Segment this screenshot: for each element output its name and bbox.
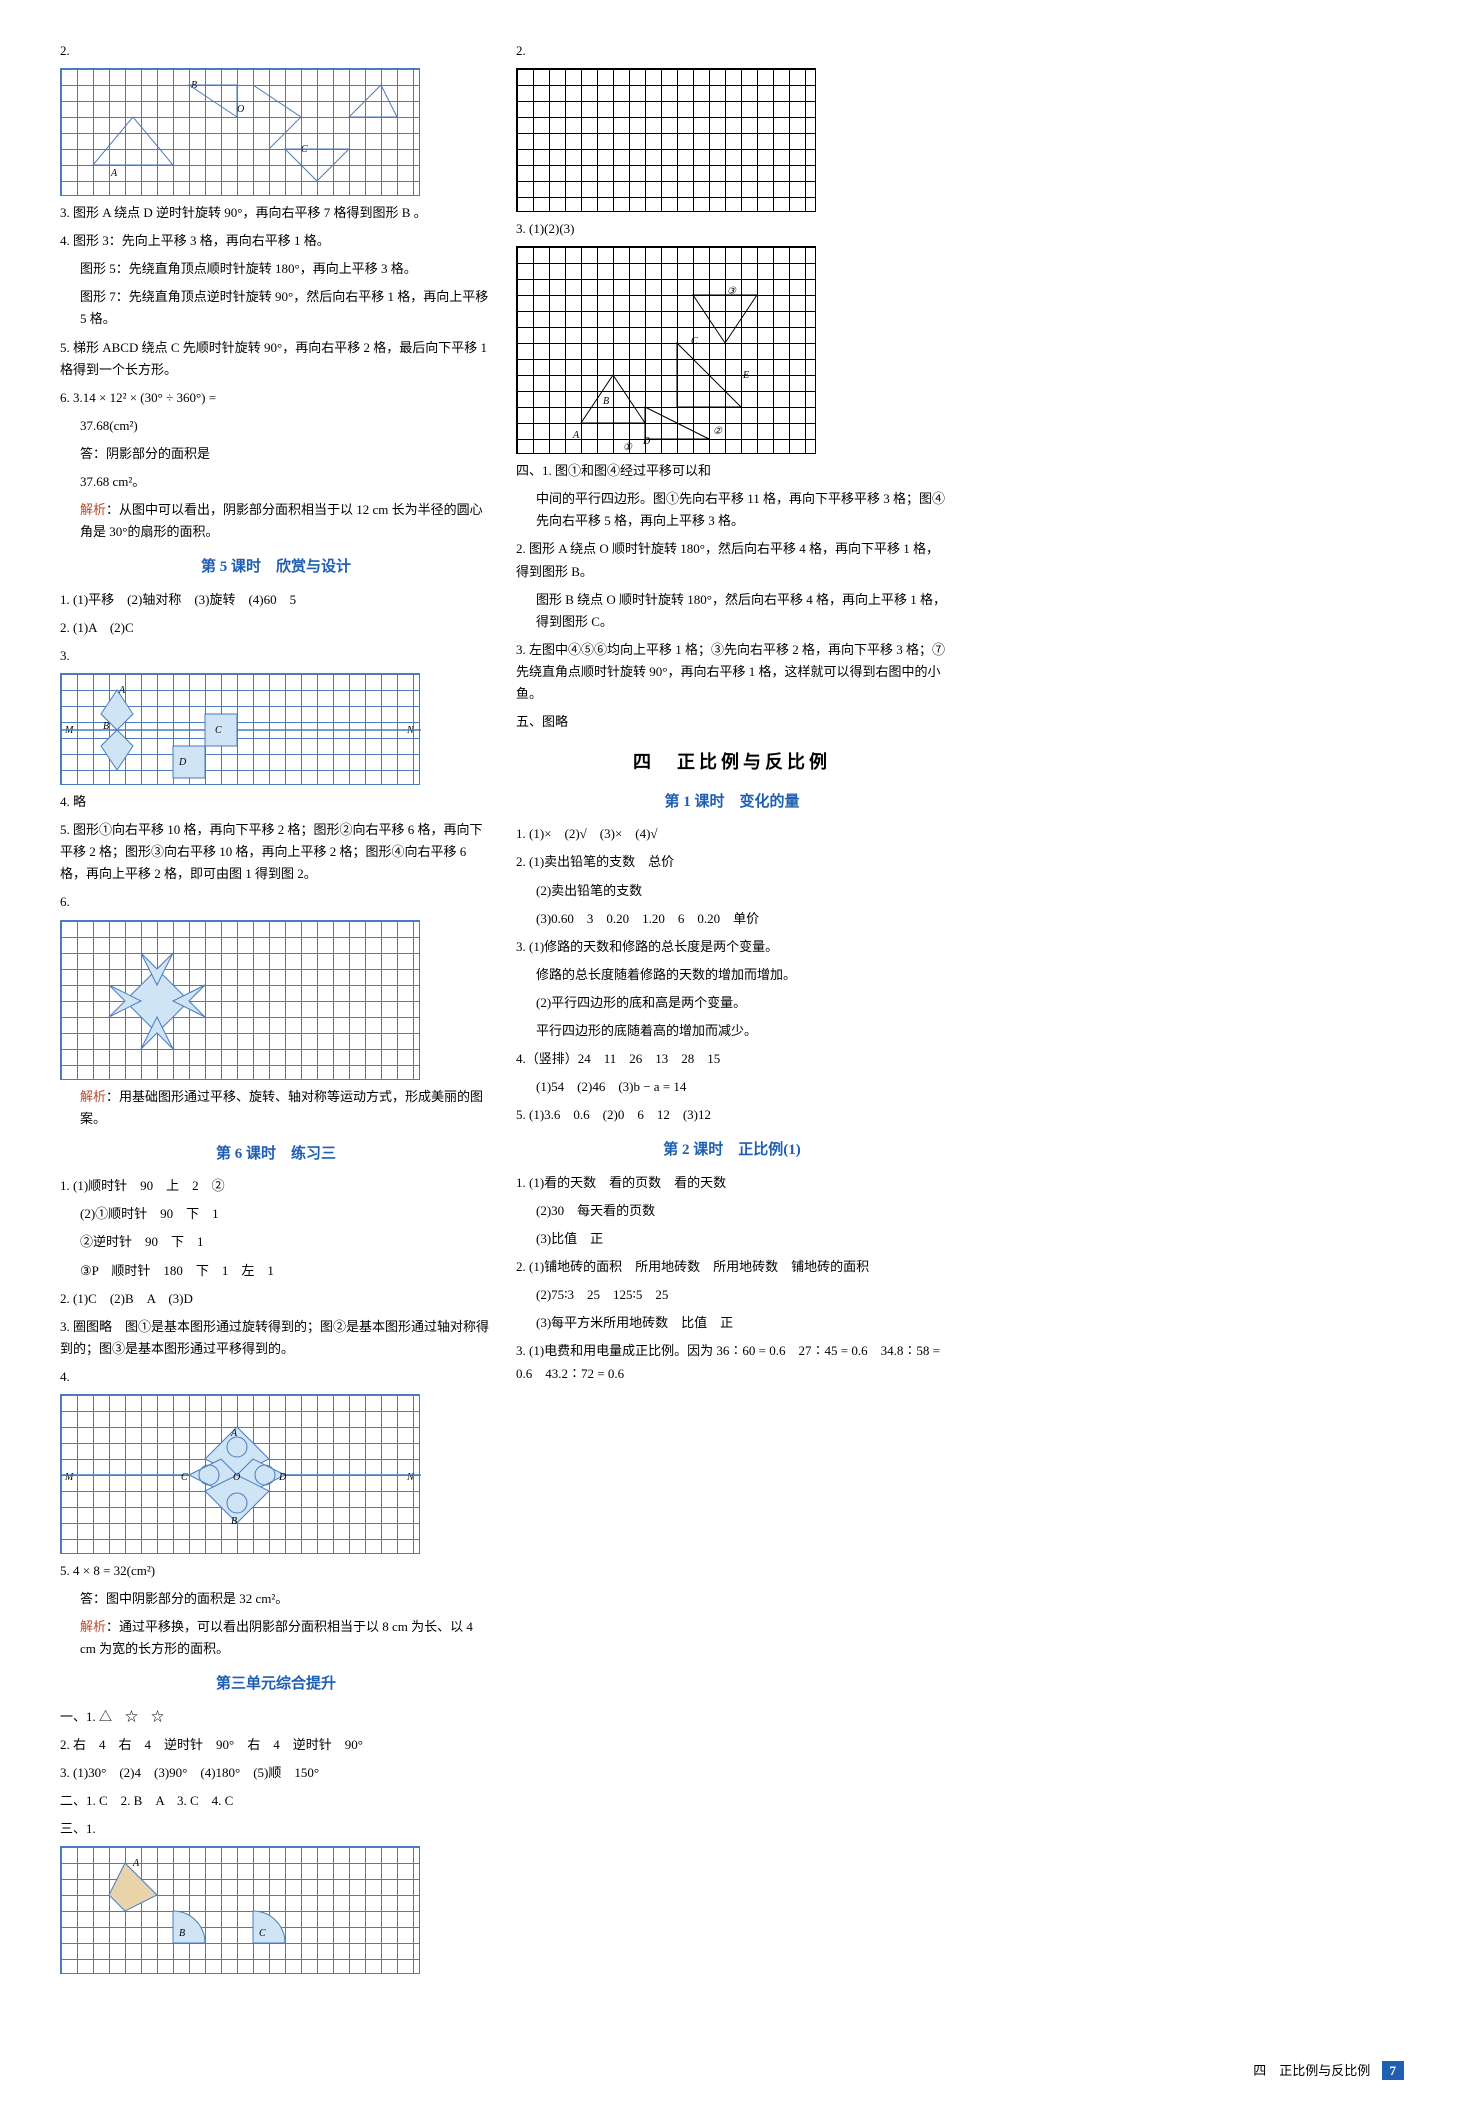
footer-text: 四 正比例与反比例 xyxy=(1253,2063,1370,2078)
l6-4-grid: M N A C O D B xyxy=(60,1394,420,1554)
q4c: 图形 7：先绕直角顶点逆时针旋转 90°，然后向右平移 1 格，再向上平移 5 … xyxy=(60,286,492,330)
u3-1-shapes xyxy=(61,1847,421,1975)
l6-1c: ②逆时针 90 下 1 xyxy=(60,1231,492,1253)
ch4-2-2a: 2. (1)铺地砖的面积 所用地砖数 所用地砖数 铺地砖的面积 xyxy=(516,1256,948,1278)
l5-3-grid: M N A B C D xyxy=(60,673,420,785)
u3-2-grid xyxy=(516,68,816,212)
u1: 一、1. △ ☆ ☆ xyxy=(60,1706,492,1728)
l5-1: 1. (1)平移 (2)轴对称 (3)旋转 (4)60 5 xyxy=(60,589,492,611)
q3: 3. 图形 A 绕点 D 逆时针旋转 90°，再向右平移 7 格得到图形 B 。 xyxy=(60,202,492,224)
page-columns: 2. B O C A 3. 图形 A 绕点 D 逆时针旋转 90°，再向右平移 … xyxy=(60,40,1404,2000)
u3-1-grid: A B C xyxy=(60,1846,420,1974)
l6-1a: 1. (1)顺时针 90 上 2 ② xyxy=(60,1175,492,1197)
q2-shapes xyxy=(61,69,421,197)
ch4-1-2b: (2)卖出铅笔的支数 xyxy=(516,880,948,902)
l5-2: 2. (1)A (2)C xyxy=(60,617,492,639)
u3-2: 2. xyxy=(516,40,948,212)
q2: 2. B O C A xyxy=(60,40,492,196)
u3-1: 三、1. A B C xyxy=(60,1818,492,1974)
q2-num: 2. xyxy=(60,43,70,58)
ch4-2-1c: (3)比值 正 xyxy=(516,1228,948,1250)
q6-analysis: 解析解析：从图中可以看出，阴影部分面积相当于以 12 cm 长为半径的圆心角是 … xyxy=(60,499,492,543)
u3-3-shapes xyxy=(517,247,817,455)
q6b: 37.68(cm²) xyxy=(60,415,492,437)
q4b: 图形 5：先绕直角顶点顺时针旋转 180°，再向上平移 3 格。 xyxy=(60,258,492,280)
l5-5: 5. 图形①向右平移 10 格，再向下平移 2 格；图形②向右平移 6 格，再向… xyxy=(60,819,492,885)
page-footer: 四 正比例与反比例 7 xyxy=(1253,2060,1404,2082)
l6-4: 4. M N A C O D B xyxy=(60,1366,492,1554)
l6-5a: 5. 4 × 8 = 32(cm²) xyxy=(60,1560,492,1582)
l5-6: 6. xyxy=(60,891,492,1079)
heading-lesson6: 第 6 课时 练习三 xyxy=(60,1142,492,1168)
heading-4-1: 第 1 课时 变化的量 xyxy=(516,790,948,816)
ch4-1-3d: 平行四边形的底随着高的增加而减少。 xyxy=(516,1020,948,1042)
ch4-1-4a: 4.（竖排）24 11 26 13 28 15 xyxy=(516,1048,948,1070)
heading-unit3: 第三单元综合提升 xyxy=(60,1672,492,1698)
ch4-2-1a: 1. (1)看的天数 看的页数 看的天数 xyxy=(516,1172,948,1194)
q2-grid: B O C A xyxy=(60,68,420,196)
q4a: 4. 图形 3：先向上平移 3 格，再向右平移 1 格。 xyxy=(60,230,492,252)
c3-3: 3. 左图中④⑤⑥均向上平移 1 格；③先向右平移 2 格，再向下平移 3 格；… xyxy=(516,639,948,705)
u3: 3. (1)30° (2)4 (3)90° (4)180° (5)顺 150° xyxy=(60,1762,492,1784)
l6-2: 2. (1)C (2)B A (3)D xyxy=(60,1288,492,1310)
c3-5: 五、图略 xyxy=(516,711,948,733)
c3-2b: 图形 B 绕点 O 顺时针旋转 180°，然后向右平移 4 格，再向上平移 1 … xyxy=(516,589,948,633)
ch4-1-3c: (2)平行四边形的底和高是两个变量。 xyxy=(516,992,948,1014)
u3-3: 3. (1)(2)(3) ③ C E B A D ① ② xyxy=(516,218,948,454)
l6-1b: (2)①顺时针 90 下 1 xyxy=(60,1203,492,1225)
l5-3-shapes xyxy=(61,674,421,786)
l6-4-shapes xyxy=(61,1395,421,1555)
ch4-1-4b: (1)54 (2)46 (3)b − a = 14 xyxy=(516,1076,948,1098)
ch4-1-5: 5. (1)3.6 0.6 (2)0 6 12 (3)12 xyxy=(516,1104,948,1126)
l6-3: 3. 圈图略 图①是基本图形通过旋转得到的；图②是基本图形通过轴对称得到的；图③… xyxy=(60,1316,492,1360)
ch4-1-3a: 3. (1)修路的天数和修路的总长度是两个变量。 xyxy=(516,936,948,958)
u4: 四、1. 图①和图④经过平移可以和 xyxy=(516,460,948,482)
q6d: 37.68 cm²。 xyxy=(60,471,492,493)
l5-3: 3. M N A B C D xyxy=(60,645,492,785)
l5-6-analysis: 解析：用基础图形通过平移、旋转、轴对称等运动方式，形成美丽的图案。 xyxy=(60,1086,492,1130)
q6a: 6. 3.14 × 12² × (30° ÷ 360°) = xyxy=(60,387,492,409)
u2b: 二、1. C 2. B A 3. C 4. C xyxy=(60,1790,492,1812)
ch4-1-1: 1. (1)× (2)√ (3)× (4)√ xyxy=(516,823,948,845)
ch4-1-2a: 2. (1)卖出铅笔的支数 总价 xyxy=(516,851,948,873)
ch4-1-3b: 修路的总长度随着修路的天数的增加而增加。 xyxy=(516,964,948,986)
l5-4: 4. 略 xyxy=(60,791,492,813)
ch4-2-2c: (3)每平方米所用地砖数 比值 正 xyxy=(516,1312,948,1334)
ch4-1-2c: (3)0.60 3 0.20 1.20 6 0.20 单价 xyxy=(516,908,948,930)
l6-5-analysis: 解析：通过平移换，可以看出阴影部分面积相当于以 8 cm 为长、以 4 cm 为… xyxy=(60,1616,492,1660)
l6-5b: 答：图中阴影部分的面积是 32 cm²。 xyxy=(60,1588,492,1610)
c3-cont: 中间的平行四边形。图①先向右平移 11 格，再向下平移平移 3 格；图④先向右平… xyxy=(516,488,948,532)
l5-6-grid xyxy=(60,920,420,1080)
heading-lesson5: 第 5 课时 欣赏与设计 xyxy=(60,555,492,581)
heading-4-2: 第 2 课时 正比例(1) xyxy=(516,1138,948,1164)
l6-1d: ③P 顺时针 180 下 1 左 1 xyxy=(60,1260,492,1282)
heading-chapter4: 四 正比例与反比例 xyxy=(516,747,948,778)
ch4-2-3: 3. (1)电费和用电量成正比例。因为 36∶60 = 0.6 27∶45 = … xyxy=(516,1340,948,1384)
page-number: 7 xyxy=(1382,2061,1405,2080)
u2: 2. 右 4 右 4 逆时针 90° 右 4 逆时针 90° xyxy=(60,1734,492,1756)
ch4-2-1b: (2)30 每天看的页数 xyxy=(516,1200,948,1222)
c3-2a: 2. 图形 A 绕点 O 顺时针旋转 180°，然后向右平移 4 格，再向下平移… xyxy=(516,538,948,582)
u3-3-grid: ③ C E B A D ① ② xyxy=(516,246,816,454)
l5-6-shapes xyxy=(61,921,421,1081)
ch4-2-2b: (2)75∶3 25 125∶5 25 xyxy=(516,1284,948,1306)
q6c: 答：阴影部分的面积是 xyxy=(60,443,492,465)
q5: 5. 梯形 ABCD 绕点 C 先顺时针旋转 90°，再向右平移 2 格，最后向… xyxy=(60,337,492,381)
analysis-label: 解析 xyxy=(80,502,106,517)
